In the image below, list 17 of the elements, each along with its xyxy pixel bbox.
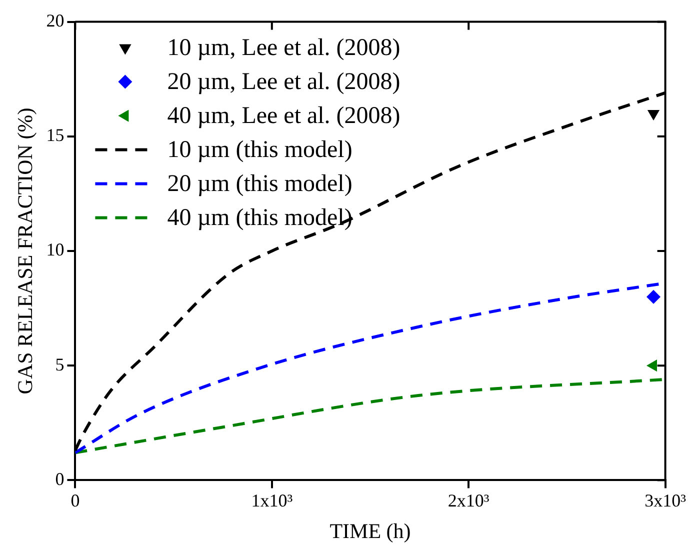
x-tick-label: 3x10³ <box>644 490 687 511</box>
x-tick-label: 1x10³ <box>251 490 294 511</box>
legend-label: 40 µm (this model) <box>167 205 352 232</box>
y-tick-label: 5 <box>55 354 64 374</box>
legend-label: 20 µm (this model) <box>167 171 352 198</box>
legend-label: 40 µm, Lee et al. (2008) <box>167 103 400 130</box>
x-axis-title: TIME (h) <box>330 518 411 543</box>
x-tick-label: 0 <box>70 490 80 511</box>
legend-label: 20 µm, Lee et al. (2008) <box>167 69 400 96</box>
y-axis-title: GAS RELEASE FRACTION (%) <box>13 108 38 394</box>
y-tick-label: 0 <box>55 468 64 489</box>
y-tick-label: 20 <box>46 10 64 31</box>
y-tick-label: 10 <box>46 240 64 260</box>
y-tick-label: 15 <box>46 125 64 146</box>
legend-label: 10 µm, Lee et al. (2008) <box>167 35 400 62</box>
x-tick-label: 2x10³ <box>448 490 490 511</box>
legend-label: 10 µm (this model) <box>167 137 352 164</box>
